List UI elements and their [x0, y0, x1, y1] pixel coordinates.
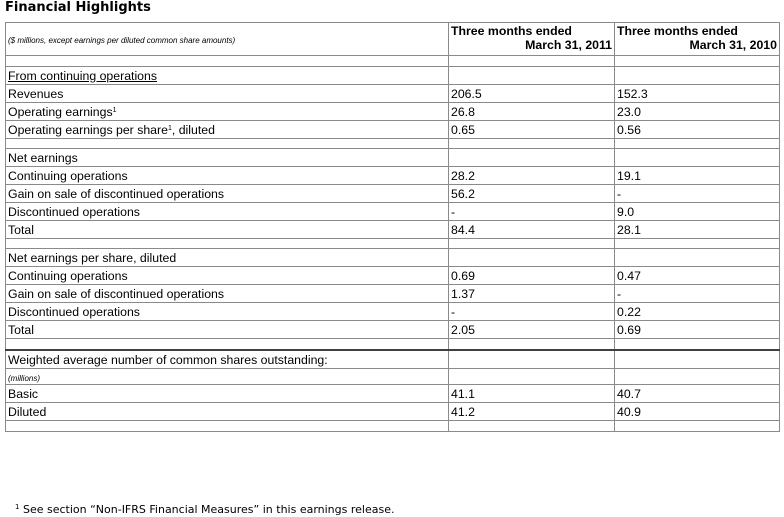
footnote-marker: 1: [167, 124, 172, 132]
value-2010: 152.3: [614, 84, 780, 103]
footnote-text: See section “Non-IFRS Financial Measures…: [19, 503, 395, 516]
table-row: Gain on sale of discontinued operations …: [5, 284, 780, 303]
column-header-2010: Three months ended March 31, 2010: [614, 22, 780, 56]
section-heading-row: Weighted average number of common shares…: [5, 349, 780, 369]
row-label: Continuing operations: [5, 266, 449, 285]
footnote-number: 1: [15, 503, 20, 511]
column-header-2011-line2: March 31, 2011: [525, 38, 612, 52]
shares-unit: (millions): [8, 373, 40, 383]
value-2010: 40.7: [614, 384, 780, 403]
value-2010: -: [614, 284, 780, 303]
table-row: Discontinued operations - 0.22: [5, 302, 780, 321]
value-2010: 19.1: [614, 166, 780, 185]
value-2011: -: [448, 302, 615, 321]
row-label: Operating earnings: [8, 104, 113, 119]
units-note: ($ millions, except earnings per diluted…: [8, 36, 236, 45]
section-heading-net-earnings: Net earnings: [5, 148, 449, 167]
row-label-cell: Operating earnings1: [5, 102, 449, 121]
row-label: Diluted: [5, 402, 449, 421]
column-header-2011-line1: Three months ended: [451, 24, 572, 38]
value-2011: 1.37: [448, 284, 615, 303]
spacer-row: [5, 138, 780, 149]
value-2010: 0.22: [614, 302, 780, 321]
value-2011: 26.8: [448, 102, 615, 121]
page-title: Financial Highlights: [5, 0, 151, 15]
row-label: Total: [5, 220, 449, 239]
row-label: Discontinued operations: [5, 202, 449, 221]
row-label: Basic: [5, 384, 449, 403]
value-2011: 206.5: [448, 84, 615, 103]
units-note-cell: ($ millions, except earnings per diluted…: [5, 22, 449, 56]
row-label: Total: [5, 320, 449, 339]
section-heading-net-eps: Net earnings per share, diluted: [5, 248, 449, 267]
financial-highlights-table: ($ millions, except earnings per diluted…: [5, 22, 780, 432]
table-row: Total 2.05 0.69: [5, 320, 780, 339]
spacer-row: [5, 338, 780, 351]
value-2010: -: [614, 184, 780, 203]
table-row: Continuing operations 28.2 19.1: [5, 166, 780, 185]
spacer-row: [5, 55, 780, 67]
table-row: Basic 41.1 40.7: [5, 384, 780, 403]
table-row: Operating earnings1 26.8 23.0: [5, 102, 780, 121]
spacer-row: [5, 420, 780, 432]
value-2011: -: [448, 202, 615, 221]
row-label-suffix: , diluted: [171, 122, 215, 137]
table-row: Revenues 206.5 152.3: [5, 84, 780, 103]
section-heading-row: From continuing operations: [5, 66, 780, 85]
row-label: Operating earnings per share: [8, 122, 168, 137]
footnote-marker: 1: [112, 106, 117, 114]
value-2011: 41.1: [448, 384, 615, 403]
value-2010: 0.69: [614, 320, 780, 339]
table-row: Operating earnings per share1, diluted 0…: [5, 120, 780, 139]
value-2010: 0.47: [614, 266, 780, 285]
table-row: Discontinued operations - 9.0: [5, 202, 780, 221]
value-2010: 40.9: [614, 402, 780, 421]
table-row: Gain on sale of discontinued operations …: [5, 184, 780, 203]
row-label: Gain on sale of discontinued operations: [5, 284, 449, 303]
value-2011: 0.69: [448, 266, 615, 285]
row-label: Gain on sale of discontinued operations: [5, 184, 449, 203]
spacer-row: [5, 238, 780, 249]
table-row: Continuing operations 0.69 0.47: [5, 266, 780, 285]
section-heading-row: Net earnings: [5, 148, 780, 167]
value-2010: 9.0: [614, 202, 780, 221]
value-2011: 28.2: [448, 166, 615, 185]
table-row: Total 84.4 28.1: [5, 220, 780, 239]
value-2011: 84.4: [448, 220, 615, 239]
column-header-2011: Three months ended March 31, 2011: [448, 22, 615, 56]
footnote: 1 See section “Non-IFRS Financial Measur…: [15, 503, 394, 516]
value-2010: 28.1: [614, 220, 780, 239]
continuing-heading-text: From continuing operations: [8, 68, 158, 83]
table-header-row: ($ millions, except earnings per diluted…: [5, 22, 780, 56]
row-label: Continuing operations: [5, 166, 449, 185]
units-cell: (millions): [5, 368, 449, 385]
section-heading-row: Net earnings per share, diluted: [5, 248, 780, 267]
value-2011: 41.2: [448, 402, 615, 421]
column-header-2010-line1: Three months ended: [617, 24, 738, 38]
table-row: Diluted 41.2 40.9: [5, 402, 780, 421]
value-2010: 23.0: [614, 102, 780, 121]
value-2011: 2.05: [448, 320, 615, 339]
section-heading-continuing: From continuing operations: [5, 66, 449, 85]
units-row: (millions): [5, 368, 780, 385]
row-label: Revenues: [5, 84, 449, 103]
value-2011: 0.65: [448, 120, 615, 139]
column-header-2010-line2: March 31, 2010: [689, 38, 777, 52]
section-heading-shares: Weighted average number of common shares…: [5, 349, 449, 369]
value-2010: 0.56: [614, 120, 780, 139]
value-2011: 56.2: [448, 184, 615, 203]
row-label-cell: Operating earnings per share1, diluted: [5, 120, 449, 139]
row-label: Discontinued operations: [5, 302, 449, 321]
